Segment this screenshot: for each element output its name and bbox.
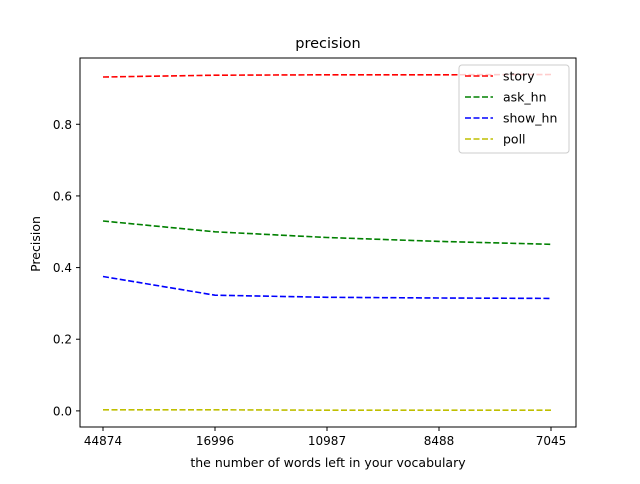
legend-label-poll: poll bbox=[503, 132, 526, 147]
x-axis-label: the number of words left in your vocabul… bbox=[190, 455, 466, 470]
x-tick-label: 7045 bbox=[536, 434, 567, 448]
x-tick-label: 44874 bbox=[84, 434, 122, 448]
chart-title: precision bbox=[295, 36, 360, 52]
y-tick-label: 0.6 bbox=[53, 189, 72, 203]
y-tick-label: 0.8 bbox=[53, 118, 72, 132]
legend-label-story: story bbox=[503, 69, 535, 84]
legend-label-show_hn: show_hn bbox=[503, 111, 557, 126]
x-tick-label: 16996 bbox=[196, 434, 234, 448]
y-tick-label: 0.4 bbox=[53, 261, 72, 275]
y-tick-label: 0.2 bbox=[53, 333, 72, 347]
y-axis-label: Precision bbox=[28, 216, 43, 272]
legend-label-ask_hn: ask_hn bbox=[503, 90, 547, 105]
x-tick-label: 10987 bbox=[308, 434, 346, 448]
x-tick-label: 8488 bbox=[424, 434, 455, 448]
y-tick-label: 0.0 bbox=[53, 404, 72, 418]
